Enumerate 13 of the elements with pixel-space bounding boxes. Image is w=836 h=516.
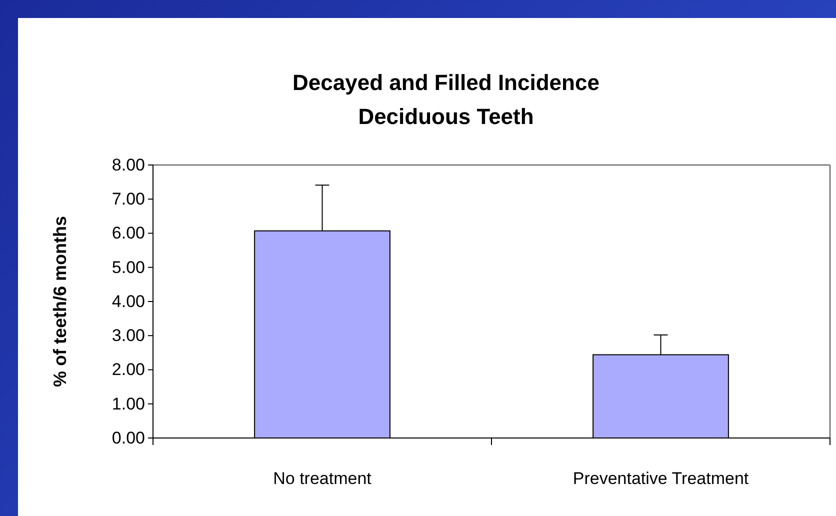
chart-title: Decayed and Filled Incidence Deciduous Teeth	[292, 70, 600, 129]
y-tick-label: 4.00	[112, 292, 145, 311]
x-tick-label: No treatment	[273, 469, 372, 488]
y-tick-label: 1.00	[112, 394, 145, 414]
y-tick-label: 6.00	[112, 224, 145, 243]
y-tick-label: 2.00	[112, 360, 145, 380]
y-tick-label: 0.00	[112, 428, 145, 448]
x-tick-label: Preventative Treatment	[572, 469, 749, 488]
y-axis-title: % of teeth/6 months	[50, 216, 70, 388]
y-tick-label: 5.00	[112, 258, 145, 277]
y-tick-label: 3.00	[112, 326, 145, 346]
y-tick-label: 7.00	[112, 190, 145, 209]
y-tick-label: 8.00	[112, 155, 145, 174]
